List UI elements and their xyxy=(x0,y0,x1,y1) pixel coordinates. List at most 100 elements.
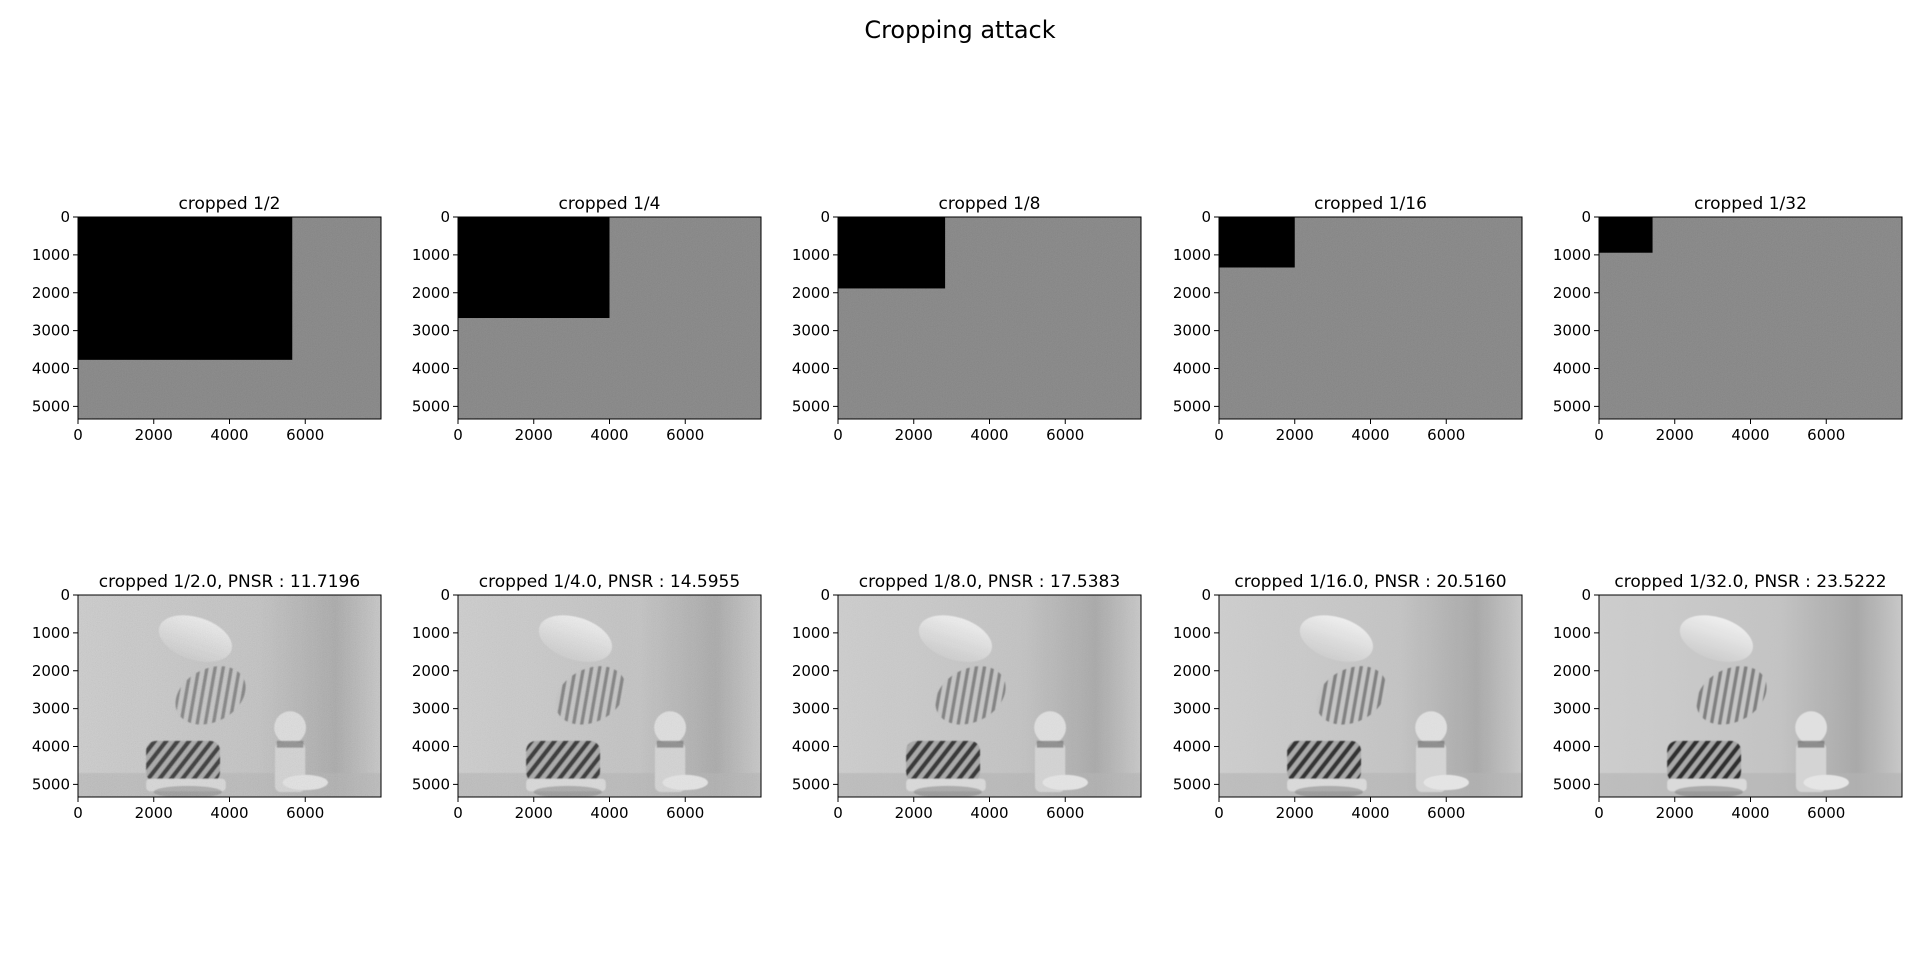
y-tick-label: 3000 xyxy=(412,700,450,718)
noise-layer xyxy=(78,595,381,797)
x-tick-label: 4000 xyxy=(1731,804,1769,822)
y-tick-label: 0 xyxy=(1201,208,1211,226)
x-tick-label: 0 xyxy=(453,804,463,822)
x-tick-label: 0 xyxy=(1594,426,1604,444)
y-tick-label: 1000 xyxy=(792,246,830,264)
x-tick-label: 2000 xyxy=(895,426,933,444)
y-tick-label: 0 xyxy=(1581,586,1591,604)
y-tick-label: 0 xyxy=(1581,208,1591,226)
crop-mask-panel: cropped 1/4 0 2000 4000 6000 0 1000 2000 3000 400… xyxy=(412,194,762,444)
y-tick-label: 1000 xyxy=(1553,246,1591,264)
y-tick-label: 0 xyxy=(440,586,450,604)
y-tick-label: 5000 xyxy=(412,775,450,793)
recovered-image-panel: cropped 1/8.0, PNSR : 17.5383 0 2000 4000 60… xyxy=(792,572,1142,822)
x-tick-label: 2000 xyxy=(1276,804,1314,822)
crop-mask-panel: cropped 1/16 0 2000 4000 6000 0 1000 2000 3000 40… xyxy=(1173,194,1523,444)
x-tick-label: 0 xyxy=(1214,426,1224,444)
y-tick-label: 3000 xyxy=(32,322,70,340)
panel-image xyxy=(1599,217,1902,419)
axes-title: cropped 1/2 xyxy=(179,194,281,214)
y-tick-label: 5000 xyxy=(412,397,450,415)
y-tick-label: 3000 xyxy=(412,322,450,340)
x-tick-label: 6000 xyxy=(1807,804,1845,822)
y-tick-label: 1000 xyxy=(1173,246,1211,264)
y-tick-label: 0 xyxy=(60,208,70,226)
y-tick-label: 2000 xyxy=(32,284,70,302)
x-tick-label: 6000 xyxy=(666,804,704,822)
x-tick-label: 4000 xyxy=(970,804,1008,822)
y-tick-label: 5000 xyxy=(1173,775,1211,793)
x-tick-label: 2000 xyxy=(515,804,553,822)
axes-title: cropped 1/4 xyxy=(559,194,661,214)
panel-image xyxy=(458,595,761,797)
y-tick-label: 4000 xyxy=(1553,738,1591,756)
panel-image xyxy=(838,217,1141,419)
x-tick-label: 4000 xyxy=(210,804,248,822)
y-tick-label: 3000 xyxy=(32,700,70,718)
noise-layer xyxy=(1219,595,1522,797)
x-tick-label: 0 xyxy=(453,426,463,444)
y-tick-label: 2000 xyxy=(792,662,830,680)
y-tick-label: 2000 xyxy=(1553,662,1591,680)
recovered-image-panel: cropped 1/32.0, PNSR : 23.5222 0 2000 4000 6… xyxy=(1553,572,1903,822)
axes-title: cropped 1/2.0, PNSR : 11.7196 xyxy=(99,572,360,592)
axes-title: cropped 1/8.0, PNSR : 17.5383 xyxy=(859,572,1120,592)
x-tick-label: 2000 xyxy=(895,804,933,822)
noise-layer xyxy=(838,595,1141,797)
cropped-region xyxy=(78,217,293,360)
crop-mask-panel: cropped 1/8 0 2000 4000 6000 0 1000 2000 3000 400… xyxy=(792,194,1142,444)
y-tick-label: 2000 xyxy=(1173,662,1211,680)
x-tick-label: 2000 xyxy=(1276,426,1314,444)
y-tick-label: 0 xyxy=(820,586,830,604)
y-tick-label: 0 xyxy=(60,586,70,604)
x-tick-label: 4000 xyxy=(970,426,1008,444)
axes-title: cropped 1/32 xyxy=(1694,194,1807,214)
crop-mask-panel: cropped 1/2 0 2000 4000 6000 0 1000 2000 3000 400… xyxy=(32,194,382,444)
cropped-region xyxy=(838,217,946,289)
x-tick-label: 0 xyxy=(833,426,843,444)
x-tick-label: 2000 xyxy=(1656,804,1694,822)
x-tick-label: 0 xyxy=(73,426,83,444)
y-tick-label: 4000 xyxy=(792,360,830,378)
x-tick-label: 4000 xyxy=(210,426,248,444)
y-tick-label: 0 xyxy=(1201,586,1211,604)
y-tick-label: 3000 xyxy=(1173,322,1211,340)
y-tick-label: 1000 xyxy=(412,624,450,642)
recovered-image-panel: cropped 1/16.0, PNSR : 20.5160 0 2000 4000 6… xyxy=(1173,572,1523,822)
y-tick-label: 5000 xyxy=(1553,397,1591,415)
y-tick-label: 4000 xyxy=(32,738,70,756)
y-tick-label: 1000 xyxy=(32,624,70,642)
x-tick-label: 6000 xyxy=(1807,426,1845,444)
panel-image xyxy=(838,595,1141,797)
axes-title: cropped 1/16.0, PNSR : 20.5160 xyxy=(1234,572,1506,592)
x-tick-label: 2000 xyxy=(135,804,173,822)
y-tick-label: 5000 xyxy=(32,775,70,793)
x-tick-label: 0 xyxy=(1214,804,1224,822)
cropped-region xyxy=(1219,217,1295,268)
x-tick-label: 2000 xyxy=(135,426,173,444)
y-tick-label: 0 xyxy=(820,208,830,226)
axes-title: cropped 1/32.0, PNSR : 23.5222 xyxy=(1614,572,1886,592)
y-tick-label: 0 xyxy=(440,208,450,226)
x-tick-label: 4000 xyxy=(1351,804,1389,822)
noise-layer xyxy=(458,595,761,797)
y-tick-label: 2000 xyxy=(412,662,450,680)
panel-image xyxy=(1219,217,1522,419)
x-tick-label: 6000 xyxy=(1046,426,1084,444)
recovered-image-panel: cropped 1/2.0, PNSR : 11.7196 0 2000 4000 60… xyxy=(32,572,382,822)
cropped-region xyxy=(458,217,610,319)
x-tick-label: 2000 xyxy=(1656,426,1694,444)
y-tick-label: 3000 xyxy=(1173,700,1211,718)
figure-title: Cropping attack xyxy=(864,16,1055,44)
axes-title: cropped 1/16 xyxy=(1314,194,1427,214)
panel-image xyxy=(78,217,381,419)
x-tick-label: 4000 xyxy=(590,804,628,822)
noise-layer xyxy=(1599,595,1902,797)
x-tick-label: 0 xyxy=(73,804,83,822)
y-tick-label: 5000 xyxy=(792,397,830,415)
y-tick-label: 1000 xyxy=(1553,624,1591,642)
y-tick-label: 4000 xyxy=(792,738,830,756)
y-tick-label: 4000 xyxy=(1173,360,1211,378)
y-tick-label: 1000 xyxy=(792,624,830,642)
panel-image xyxy=(458,217,761,419)
